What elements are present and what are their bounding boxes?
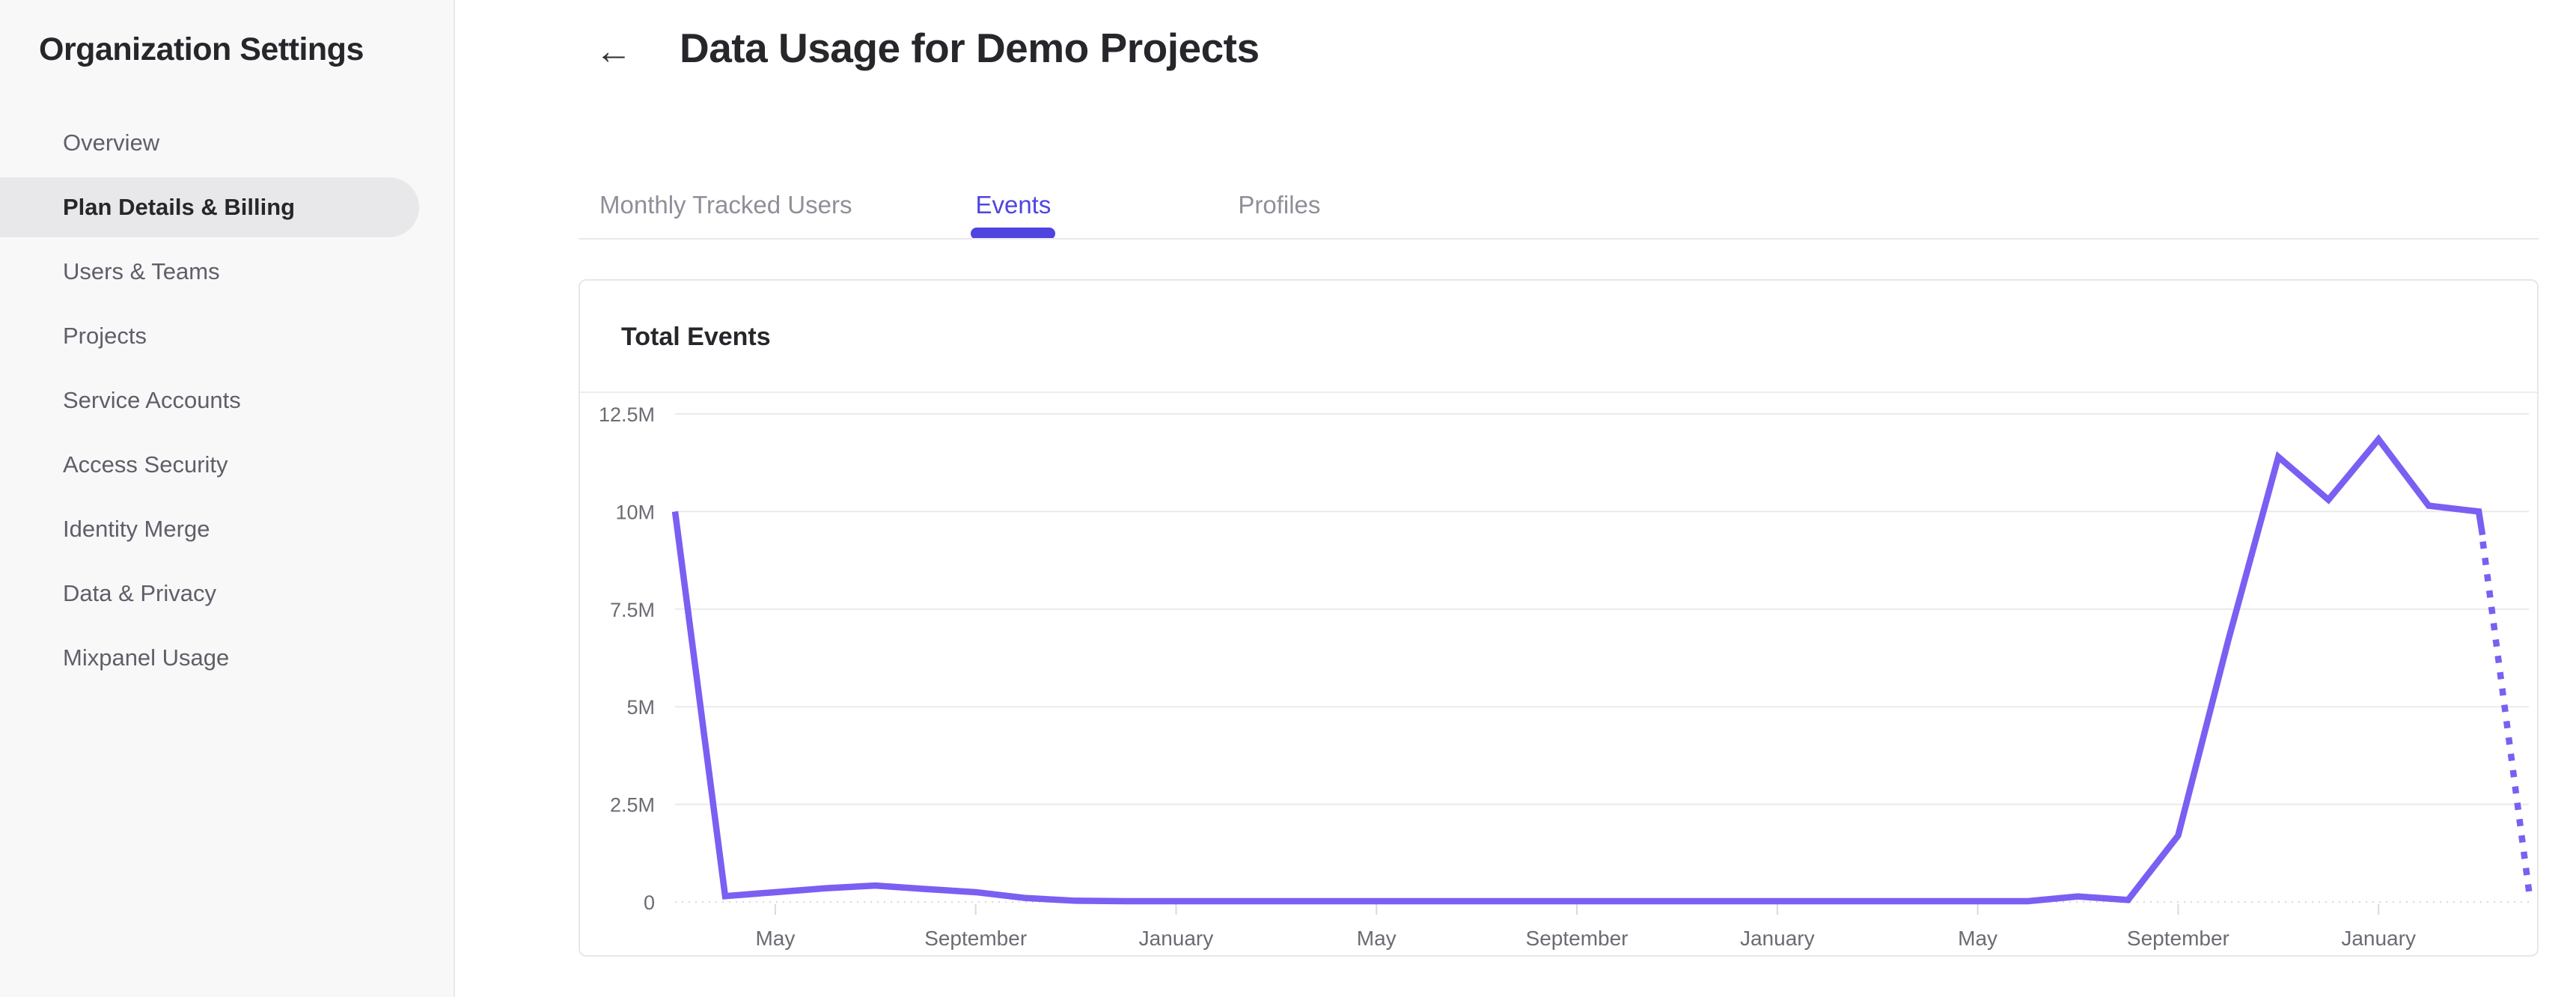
active-tab-indicator [971,228,1056,240]
events-chart-svg[interactable]: 12.5M 10M 7.5M 5M 2.5M 0 May September January Ma… [580,393,2536,955]
back-arrow-icon: ← [595,30,632,72]
tabs-divider [579,238,2539,240]
projected-dotted-line [2479,540,2533,894]
x-axis-label: January [1139,927,1214,950]
x-axis-label: September [924,927,1027,950]
x-axis-label: May [755,927,795,950]
total-events-line [671,434,2486,905]
sidebar-item-data-privacy[interactable]: Data & Privacy [0,561,454,626]
sidebar-item-label: Plan Details & Billing [63,194,296,220]
tab-label: Profiles [1238,191,1321,219]
sidebar-item-service-accounts[interactable]: Service Accounts [0,368,454,433]
y-axis-label: 0 [644,891,655,914]
usage-tabs: Monthly Tracked Users Events Profiles [599,169,1320,241]
sidebar-item-label: Projects [63,323,147,349]
total-events-card: Total Events 12.5M 10M 7.5M 5M 2.5M 0 May Septe… [579,279,2539,957]
y-axis-label: 7.5M [610,599,655,621]
selected-pill [0,177,419,237]
card-divider [580,391,2537,393]
sidebar-item-mixpanel-usage[interactable]: Mixpanel Usage [0,626,454,690]
sidebar-nav: Overview Plan Details & Billing Users & … [0,111,454,690]
x-axis-label: January [2341,927,2416,950]
back-button[interactable]: ← [590,27,638,75]
sidebar-item-access-security[interactable]: Access Security [0,433,454,497]
tab-profiles[interactable]: Profiles [1238,169,1320,241]
y-axis-label: 5M [626,696,655,719]
sidebar-item-label: Identity Merge [63,516,210,542]
x-axis-label: September [2127,927,2229,950]
page-title: Data Usage for Demo Projects [680,25,1260,71]
tab-events[interactable]: Events [971,169,1056,241]
sidebar-item-projects[interactable]: Projects [0,304,454,368]
x-axis-label: September [1526,927,1629,950]
y-axis-label: 12.5M [599,403,655,426]
sidebar-item-label: Data & Privacy [63,580,217,606]
sidebar-item-overview[interactable]: Overview [0,111,454,175]
sidebar-item-label: Users & Teams [63,258,220,284]
sidebar-item-identity-merge[interactable]: Identity Merge [0,497,454,561]
sidebar-title: Organization Settings [39,31,364,67]
chart-title: Total Events [621,323,771,351]
x-axis-label: January [1740,927,1815,950]
tab-label: Monthly Tracked Users [599,191,852,219]
sidebar-item-plan-details-billing[interactable]: Plan Details & Billing [0,175,454,240]
x-axis-label: May [1958,927,1997,950]
y-axis-label: 2.5M [610,794,655,817]
sidebar-item-label: Overview [63,129,160,156]
tab-monthly-tracked-users[interactable]: Monthly Tracked Users [599,169,852,241]
sidebar-item-label: Mixpanel Usage [63,644,230,671]
tab-label: Events [975,191,1052,219]
sidebar-item-label: Service Accounts [63,387,241,413]
sidebar-item-label: Access Security [63,451,228,478]
x-axis-label: May [1357,927,1397,950]
y-axis-label: 10M [615,501,655,523]
sidebar: Organization Settings Overview Plan Deta… [0,0,455,997]
sidebar-item-users-teams[interactable]: Users & Teams [0,240,454,304]
